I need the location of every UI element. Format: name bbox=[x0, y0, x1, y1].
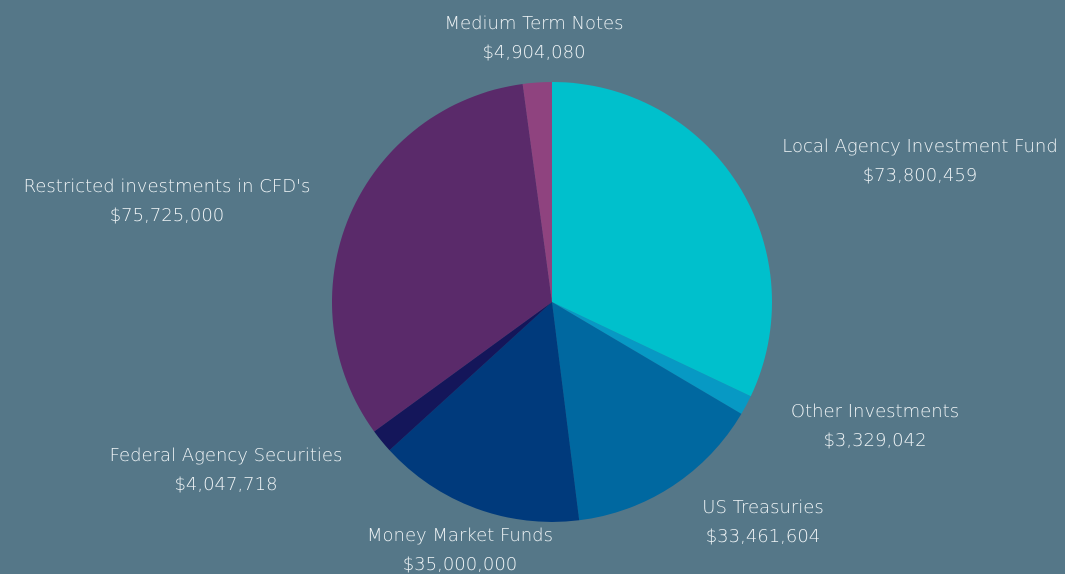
slice-label: Other Investments bbox=[791, 401, 959, 422]
slice-label: Local Agency Investment Fund bbox=[782, 136, 1058, 157]
pie-slice bbox=[552, 82, 773, 397]
pie-slice bbox=[389, 302, 580, 522]
pie-slice bbox=[552, 302, 742, 521]
slice-value: $35,000,000 bbox=[403, 554, 518, 574]
slice-value: $75,725,000 bbox=[110, 205, 225, 226]
slice-value: $4,904,080 bbox=[482, 42, 585, 63]
slice-label: Money Market Funds bbox=[367, 525, 553, 546]
pie-slice bbox=[552, 302, 751, 414]
pie-slice bbox=[522, 82, 552, 302]
slice-value: $33,461,604 bbox=[706, 526, 821, 547]
pie-slice bbox=[331, 83, 552, 432]
slice-label: Restricted investments in CFD's bbox=[24, 176, 311, 197]
slice-label: Medium Term Notes bbox=[444, 13, 623, 34]
pie-slice bbox=[374, 302, 552, 451]
slice-value: $4,047,718 bbox=[174, 474, 277, 495]
slice-value: $3,329,042 bbox=[823, 430, 926, 451]
slice-label: Federal Agency Securities bbox=[110, 445, 343, 466]
slice-label: US Treasuries bbox=[702, 497, 823, 518]
slice-value: $73,800,459 bbox=[863, 165, 978, 186]
